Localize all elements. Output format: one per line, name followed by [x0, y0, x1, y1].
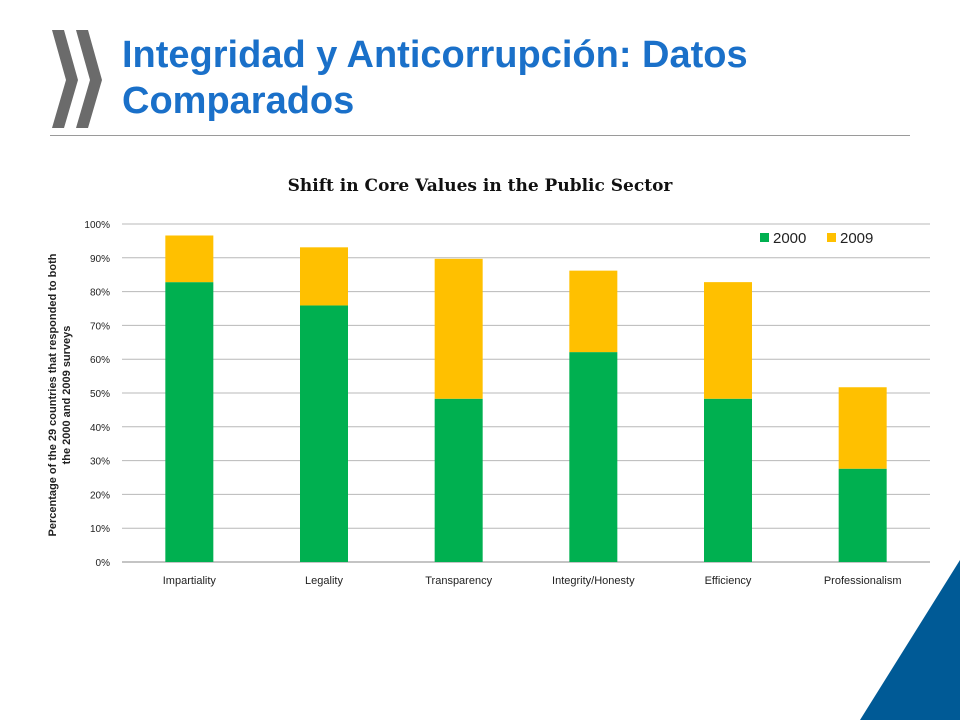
y-tick-label: 80% — [90, 288, 110, 299]
bar-2000-impartiality — [165, 282, 214, 562]
legend-label-2009: 2009 — [840, 230, 873, 247]
y-tick-label: 0% — [96, 558, 111, 569]
x-tick-label: Professionalism — [824, 575, 902, 587]
bar-2009-efficiency — [704, 282, 752, 399]
bar-2009-transparency — [434, 258, 483, 399]
bar-2009-professionalism — [838, 387, 887, 469]
x-tick-label: Legality — [305, 575, 343, 587]
y-tick-label: 50% — [90, 389, 110, 400]
bar-2009-impartiality — [165, 235, 214, 283]
bar-2000-efficiency — [704, 398, 752, 562]
y-tick-label: 90% — [90, 254, 110, 265]
y-tick-label: 40% — [90, 423, 110, 434]
y-tick-label: 20% — [90, 490, 110, 501]
title-rule — [50, 135, 910, 136]
bar-2009-legality — [300, 247, 348, 306]
y-tick-label: 30% — [90, 457, 110, 468]
x-tick-label: Integrity/Honesty — [552, 575, 635, 587]
y-tick-label: 70% — [90, 321, 110, 332]
legend-swatch-2009 — [827, 233, 836, 242]
bar-2000-integrity-honesty — [569, 352, 618, 562]
bar-2000-professionalism — [838, 468, 887, 562]
y-tick-label: 60% — [90, 355, 110, 366]
bar-2000-legality — [300, 305, 348, 562]
oecd-chevrons-logo — [52, 30, 102, 128]
legend-swatch-2000 — [760, 233, 769, 242]
y-axis-title: Percentage of the 29 countries that resp… — [47, 253, 73, 536]
x-tick-label: Efficiency — [705, 575, 752, 587]
x-tick-label: Impartiality — [163, 575, 217, 587]
bar-2009-integrity-honesty — [569, 270, 618, 353]
bar-2000-transparency — [434, 398, 483, 562]
legend-label-2000: 2000 — [773, 230, 806, 247]
x-tick-label: Transparency — [425, 575, 492, 587]
y-tick-label: 100% — [84, 220, 110, 231]
y-tick-label: 10% — [90, 524, 110, 535]
corner-accent — [860, 560, 960, 720]
chart-title: Shift in Core Values in the Public Secto… — [287, 176, 673, 196]
slide-title: Integridad y Anticorrupción: Datos Compa… — [122, 34, 748, 122]
